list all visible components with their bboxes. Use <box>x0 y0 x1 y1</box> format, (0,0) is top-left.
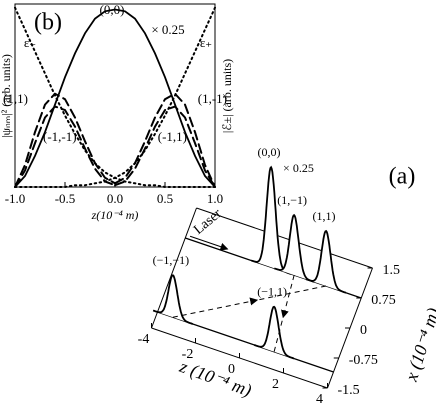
transition-line <box>273 317 284 352</box>
z-tick-label: 4 <box>316 392 323 403</box>
curve-label: (-1,1) <box>158 129 187 144</box>
curve-label: (1,1) <box>3 91 28 106</box>
z-tick-label: -2 <box>182 347 194 362</box>
scale-note: × 0.25 <box>151 22 184 37</box>
peak-label: (0,0) <box>258 145 281 159</box>
curve <box>114 92 216 188</box>
x-axis-label: x (10⁻⁴ m) <box>401 305 436 384</box>
peak <box>152 274 193 325</box>
curve <box>14 105 116 188</box>
z-tick-label: -4 <box>138 332 150 347</box>
peak-label: (1,−1) <box>277 193 307 207</box>
peak <box>305 229 347 294</box>
curve-label: ε₊ <box>200 35 212 50</box>
floor-edge <box>196 207 373 269</box>
peak-label: (−1,−1) <box>153 253 190 267</box>
x-tick-label: -1.0 <box>5 191 26 206</box>
curve-label: (-1,-1) <box>43 129 77 144</box>
x-tick-label: -0.75 <box>349 353 378 368</box>
curve <box>14 92 116 188</box>
transition-arrow <box>281 274 295 319</box>
peak <box>274 213 315 283</box>
peak-label: (−1,1) <box>257 285 287 299</box>
z-tick-label: 0 <box>228 362 235 377</box>
x-tick-label: 0.5 <box>157 191 173 206</box>
z-tick-label: 2 <box>272 377 279 392</box>
x-tick-label: -1.5 <box>338 383 360 398</box>
trace-baseline <box>185 237 362 299</box>
curve-label: (1,-1) <box>198 91 227 106</box>
x-tick-label: -0.5 <box>55 191 76 206</box>
x-tick-label: 0.0 <box>107 191 123 206</box>
y2-axis-label: |ℰ±| (arb. units) <box>220 59 234 133</box>
curve-label: (0,0) <box>100 2 125 17</box>
x-tick-label: 0.75 <box>371 293 396 308</box>
transition-arrow <box>172 297 259 318</box>
transition-line <box>257 285 327 301</box>
curve <box>114 105 216 188</box>
curve <box>14 8 216 188</box>
curve-label: ε₋ <box>24 35 36 50</box>
peak <box>254 305 295 360</box>
laser-arrow <box>189 235 229 251</box>
y-axis-label: |ψₙₘ|² (arb. units) <box>0 54 13 138</box>
x-tick-label: 1.0 <box>207 191 223 206</box>
floor-edge <box>151 207 197 329</box>
laser-label: Laser <box>191 206 225 238</box>
x-axis-label: z(10⁻⁴ m) <box>91 208 139 222</box>
panel-label: (b) <box>34 10 62 36</box>
peak <box>251 165 292 275</box>
curve <box>14 6 216 188</box>
z-axis-label: z (10⁻⁴ m) <box>176 356 254 402</box>
panel-label: (a) <box>389 164 416 190</box>
peak-label: (1,1) <box>313 209 336 223</box>
x-tick-label: 1.5 <box>383 263 401 278</box>
x-tick-label: 0 <box>360 323 367 338</box>
scale-note: × 0.25 <box>283 161 314 175</box>
